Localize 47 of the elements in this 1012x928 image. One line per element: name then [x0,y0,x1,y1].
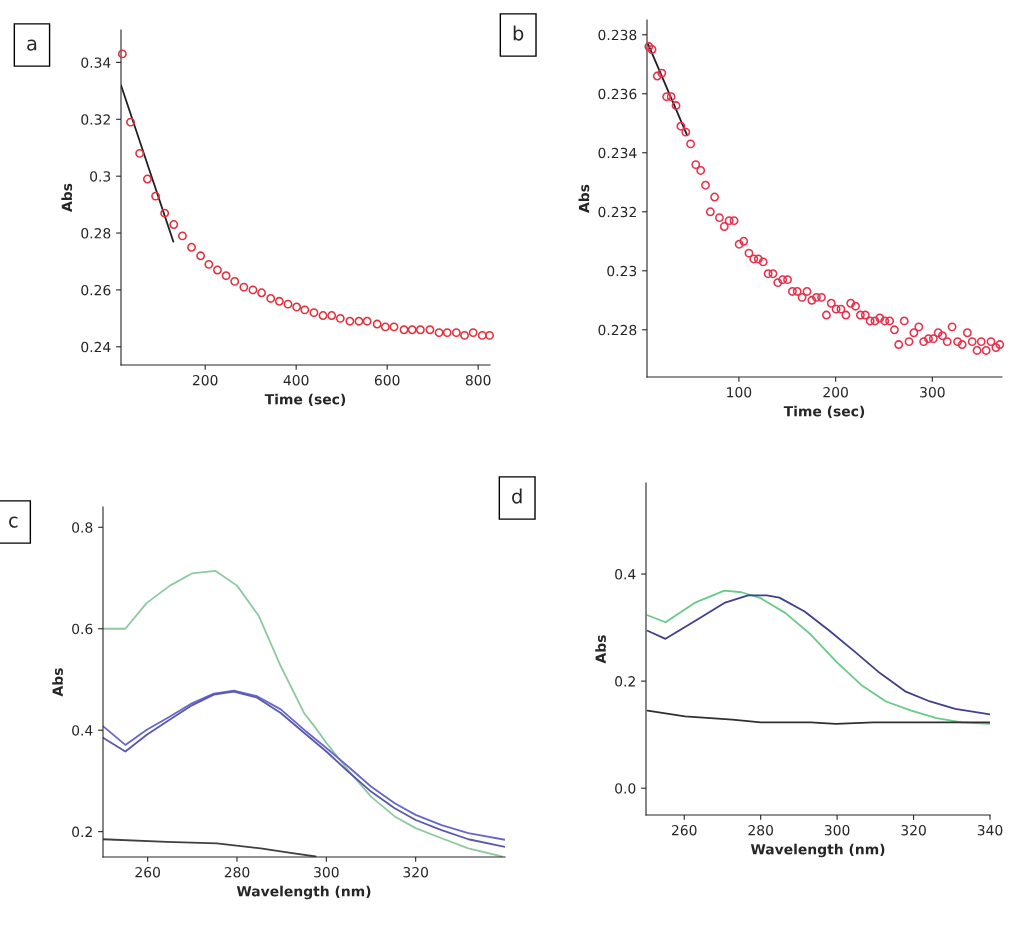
x-tick-label: 600 [374,374,400,386]
y-tick-label: 0.6 [72,623,93,635]
y-tick-label: 0.8 [72,522,93,533]
x-tick-label: 300 [920,386,945,398]
y-axis-title: Abs [52,668,63,697]
y-tick-label: 0.4 [615,569,636,580]
y-tick-label: 0.238 [598,29,637,41]
x-tick-label: 100 [727,386,752,398]
y-axis-title: Abs [578,184,590,213]
x-tick-label: 260 [135,866,160,878]
x-axis-title: Time (sec) [264,393,346,407]
x-tick-label: 400 [283,374,309,386]
y-tick-label: 0.0 [615,783,636,794]
y-axis-title: Abs [595,635,606,664]
y-tick-label: 0.3 [90,171,111,182]
x-axis-title: Wavelength (nm) [236,885,371,900]
y-tick-label: 0.32 [81,114,110,125]
text: a [27,39,37,51]
x-tick-label: 200 [823,386,848,398]
y-tick-label: 0.4 [72,725,93,736]
x-tick-label: 340 [977,824,1003,836]
x-tick-label: 300 [824,824,850,836]
text: c [9,516,18,528]
x-tick-label: 300 [314,866,339,878]
y-tick-label: 0.228 [598,324,637,336]
y-tick-label: 0.2 [615,676,635,687]
y-axis-title: Abs [61,183,73,212]
y-tick-label: 0.26 [81,284,111,296]
y-tick-label: 0.34 [81,57,111,68]
y-tick-label: 0.236 [598,88,637,100]
text: b [513,25,524,41]
y-tick-label: 0.23 [607,265,637,277]
y-tick-label: 0.234 [598,147,637,159]
y-tick-label: 0.28 [81,228,111,239]
y-tick-label: 0.2 [72,826,92,838]
x-tick-label: 260 [671,824,697,836]
x-tick-label: 320 [901,824,926,836]
x-tick-label: 200 [192,374,218,386]
x-tick-label: 800 [465,374,491,386]
x-tick-label: 320 [403,866,428,878]
x-axis-title: Time (sec) [783,405,865,419]
x-tick-label: 280 [224,866,250,878]
x-axis-title: Wavelength (nm) [750,843,885,858]
text: d [512,488,522,504]
y-tick-label: 0.24 [81,341,111,353]
y-tick-label: 0.232 [598,206,636,218]
x-tick-label: 280 [748,824,773,836]
